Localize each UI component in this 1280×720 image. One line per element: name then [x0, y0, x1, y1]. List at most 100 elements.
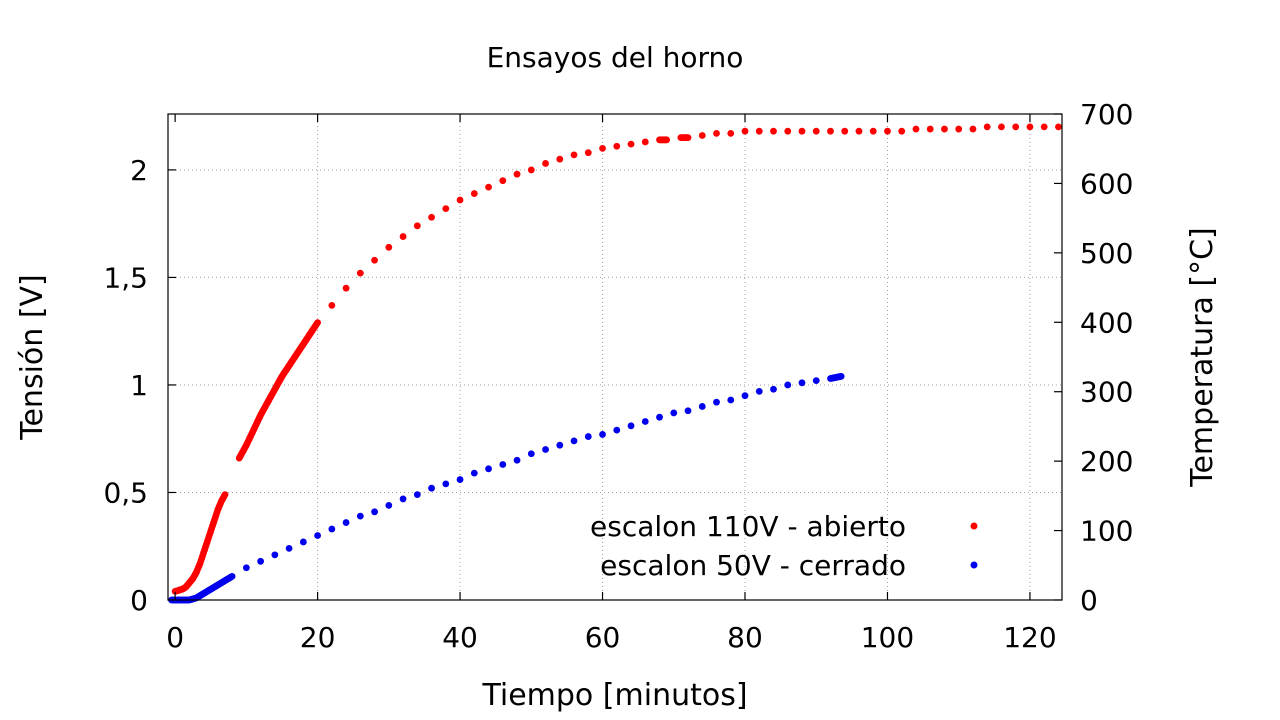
- data-point: [228, 572, 236, 580]
- y-tick-label: 0: [130, 584, 148, 617]
- data-point: [784, 127, 792, 135]
- data-point: [271, 551, 279, 559]
- data-point: [684, 407, 692, 415]
- data-point: [663, 136, 671, 144]
- data-point: [413, 222, 421, 230]
- x-tick-label: 100: [861, 621, 914, 654]
- x-tick-label: 0: [166, 621, 184, 654]
- data-point: [257, 557, 265, 565]
- y2-tick-label: 100: [1080, 515, 1133, 548]
- grid: [168, 114, 1062, 600]
- data-point: [556, 441, 564, 449]
- data-point: [299, 538, 307, 546]
- data-point: [755, 127, 763, 135]
- data-point: [470, 469, 478, 477]
- data-point: [542, 160, 549, 167]
- data-point: [627, 422, 635, 430]
- data-point: [428, 213, 435, 221]
- y-tick-label: 1: [130, 369, 148, 402]
- data-point: [570, 437, 578, 445]
- data-point: [385, 243, 393, 251]
- data-point: [727, 396, 735, 404]
- legend-marker-series-1: [970, 522, 978, 530]
- data-point: [869, 127, 877, 135]
- data-point: [684, 134, 692, 142]
- data-point: [884, 127, 891, 135]
- x-axis-label: Tiempo [minutos]: [481, 678, 747, 713]
- data-point: [837, 372, 845, 380]
- data-point: [1055, 123, 1062, 131]
- plot-frame: [167, 113, 1063, 601]
- data-point: [798, 379, 806, 387]
- x-tick-label: 60: [585, 621, 621, 654]
- y2-tick-label: 400: [1080, 306, 1133, 339]
- y2-axis-label: Temperatura [°C]: [1185, 227, 1220, 488]
- data-point: [470, 190, 478, 197]
- data-point: [983, 123, 991, 131]
- data-point: [827, 127, 834, 135]
- data-point: [898, 127, 906, 135]
- data-point: [784, 381, 792, 389]
- data-point: [314, 319, 321, 326]
- data-point: [385, 501, 393, 509]
- data-point: [413, 491, 421, 499]
- data-point: [371, 256, 378, 264]
- data-point: [670, 409, 678, 417]
- data-point: [698, 403, 706, 410]
- data-point: [314, 532, 321, 539]
- data-point: [485, 465, 492, 473]
- x-tick-label: 40: [442, 621, 478, 654]
- data-point: [356, 512, 364, 520]
- chart-title: Ensayos del horno: [487, 41, 744, 74]
- data-point: [485, 183, 492, 191]
- data-point: [456, 196, 464, 204]
- y2-tick-label: 500: [1080, 237, 1133, 270]
- data-point: [841, 127, 849, 135]
- x-tick-label: 80: [727, 621, 763, 654]
- data-point: [499, 177, 507, 185]
- y2-tick-label: 200: [1080, 445, 1133, 478]
- data-point: [399, 495, 407, 503]
- x-tick-label: 120: [1003, 621, 1056, 654]
- data-point: [1026, 123, 1034, 131]
- data-point: [342, 519, 350, 526]
- data-point: [641, 138, 649, 146]
- y-axis-label: Tensión [V]: [15, 274, 50, 441]
- data-point: [371, 508, 378, 516]
- legend-marker-series-2: [970, 561, 978, 569]
- data-point: [926, 125, 934, 133]
- data-point: [599, 145, 606, 152]
- data-point: [1012, 123, 1020, 131]
- legend: escalon 110V - abierto escalon 50V - cer…: [590, 510, 978, 582]
- data-point: [556, 155, 564, 163]
- data-point: [798, 127, 806, 135]
- data-point: [399, 233, 407, 240]
- data-point: [456, 476, 464, 483]
- data-point: [328, 301, 336, 309]
- data-point: [428, 484, 435, 492]
- legend-label-series-1: escalon 110V - abierto: [590, 510, 906, 543]
- series-1: [171, 123, 1062, 595]
- data-point: [855, 127, 863, 135]
- data-point: [1040, 123, 1048, 131]
- data-point: [570, 151, 578, 159]
- data-point: [641, 418, 649, 425]
- data-point: [221, 491, 229, 499]
- data-point: [342, 284, 350, 292]
- data-point: [527, 166, 535, 174]
- data-point: [513, 456, 521, 464]
- data-point: [527, 450, 535, 458]
- y2-tick-label: 700: [1080, 98, 1133, 131]
- data-point: [356, 269, 364, 277]
- data-point: [941, 125, 948, 133]
- ticks: 0 20 40 60 80 100 12000,511,520100200300400500…: [103, 98, 1133, 654]
- data-point: [656, 413, 663, 421]
- data-point: [812, 377, 820, 385]
- data-point: [727, 129, 735, 137]
- data-point: [285, 544, 293, 552]
- data-point: [741, 127, 749, 135]
- data-point: [755, 388, 763, 395]
- data-point: [627, 140, 635, 148]
- data-point: [770, 127, 777, 135]
